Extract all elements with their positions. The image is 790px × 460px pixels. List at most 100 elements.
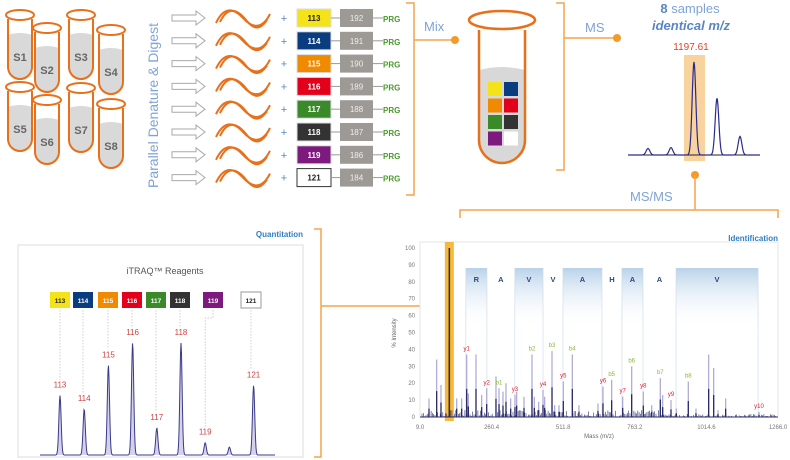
mix-dot bbox=[451, 36, 459, 44]
plus-sign: + bbox=[281, 81, 287, 93]
peak-label: 119 bbox=[199, 428, 212, 437]
leader-line bbox=[204, 310, 214, 427]
reporter-tag-label: 121 bbox=[307, 174, 321, 183]
precursor-highlight bbox=[684, 55, 705, 161]
tube-liquid bbox=[8, 105, 32, 151]
prg-label: PRG bbox=[383, 61, 400, 70]
reagent-key-121 bbox=[240, 291, 262, 309]
reagent-row-114: +114 191 PRG bbox=[171, 31, 400, 52]
peak-label: 114 bbox=[78, 394, 91, 403]
peptide-strand-icon bbox=[219, 101, 268, 120]
sample-label: S2 bbox=[40, 65, 53, 77]
residue-label: R bbox=[474, 275, 480, 284]
reagent-row-118: +118 187 PRG bbox=[171, 122, 400, 143]
tube-body bbox=[34, 32, 60, 93]
reagent-key-114 bbox=[73, 292, 93, 308]
sample-tube-s4: S4 bbox=[96, 24, 126, 95]
sample-tube-s6: S6 bbox=[32, 94, 62, 165]
x-tick-label: 260.4 bbox=[484, 425, 500, 431]
x-tick-label: 9.0 bbox=[416, 425, 425, 431]
y-tick-label: 60 bbox=[408, 314, 415, 320]
peptide-strand-icon bbox=[219, 9, 268, 29]
balance-group-label: 190 bbox=[350, 60, 364, 69]
sample-tube-s5: S5 bbox=[5, 81, 35, 152]
x-tick-label: 763.2 bbox=[627, 425, 643, 431]
tube-rim bbox=[32, 22, 62, 34]
ion-label-b6: b6 bbox=[628, 358, 635, 364]
peak-label: 115 bbox=[102, 350, 115, 359]
reporter-tag-label: 117 bbox=[308, 105, 321, 114]
balance-group-box bbox=[340, 100, 373, 119]
y-tick-label: 100 bbox=[405, 246, 416, 252]
mix-bracket bbox=[406, 2, 455, 196]
balance-group-label: 189 bbox=[350, 82, 364, 91]
prg-label: PRG bbox=[383, 38, 400, 47]
peptide-strand-icon bbox=[219, 32, 268, 52]
ion-label-b3: b3 bbox=[549, 343, 556, 349]
tube-liquid bbox=[35, 118, 59, 164]
reagent-row-117: +117 188 PRG bbox=[171, 99, 400, 120]
plus-sign: + bbox=[281, 36, 287, 48]
sample-tube-s8: S8 bbox=[96, 98, 126, 169]
sample-tube-s7: S7 bbox=[66, 82, 96, 153]
mixed-tag-117 bbox=[488, 115, 502, 129]
reporter-tag-label: 114 bbox=[308, 37, 321, 46]
tube-rim bbox=[5, 9, 35, 21]
peptide-strand-icon bbox=[215, 146, 271, 164]
residue-label: A bbox=[630, 275, 636, 284]
prg-label: PRG bbox=[383, 129, 400, 138]
tube-liquid bbox=[69, 106, 93, 152]
reagent-key-label: 118 bbox=[175, 298, 186, 305]
reporter-spectrum-line bbox=[40, 342, 275, 456]
peptide-strand-icon bbox=[215, 100, 271, 118]
reagent-key-label: 117 bbox=[151, 298, 162, 305]
peptide-strand-icon bbox=[215, 54, 271, 73]
arrow-icon bbox=[171, 55, 206, 72]
ion-label-b8: b8 bbox=[685, 374, 692, 380]
y-tick-label: 40 bbox=[408, 347, 415, 353]
sample-label: S6 bbox=[40, 137, 53, 149]
reagent-row-121: +121 184 PRG bbox=[171, 168, 400, 189]
balance-group-label: 191 bbox=[350, 37, 364, 46]
ion-label-y1: y1 bbox=[464, 346, 471, 352]
y-tick-label: 30 bbox=[408, 364, 415, 370]
y-axis-label: % Intensity bbox=[392, 318, 398, 347]
y-tick-label: 90 bbox=[408, 263, 415, 269]
sample-label: S1 bbox=[13, 52, 26, 64]
mixed-tag-119 bbox=[488, 131, 502, 146]
quantitation-heading: Quantitation bbox=[256, 230, 303, 239]
sample-label: S8 bbox=[104, 141, 117, 153]
ion-label-b1: b1 bbox=[496, 380, 503, 386]
ion-label-y8: y8 bbox=[640, 384, 647, 390]
ms-label: MS bbox=[585, 20, 605, 35]
residue-band bbox=[562, 268, 602, 328]
sample-tubes: S1 S2 S3 S4 S5 S6 S7 S8 bbox=[5, 9, 126, 169]
sample-label: S5 bbox=[13, 124, 26, 136]
prg-label: PRG bbox=[383, 175, 400, 184]
tube-rim bbox=[96, 24, 126, 36]
balance-group-label: 187 bbox=[350, 128, 364, 137]
peak-label: 117 bbox=[150, 413, 163, 422]
mixed-tag-118 bbox=[504, 115, 518, 129]
ion-label-b7: b7 bbox=[657, 370, 664, 376]
ms-title: 8 samples bbox=[660, 1, 720, 16]
plus-sign: + bbox=[281, 59, 287, 71]
tube-liquid bbox=[99, 122, 123, 168]
reagent-key-label: 116 bbox=[127, 298, 138, 305]
reporter-tag-label: 113 bbox=[308, 14, 321, 23]
tube-body bbox=[98, 34, 124, 95]
y-tick-label: 70 bbox=[408, 297, 415, 303]
x-tick-label: 1014.6 bbox=[697, 425, 716, 431]
residue-band bbox=[676, 268, 759, 328]
reagent-row-115: +115 190 PRG bbox=[171, 54, 400, 75]
reagent-key-label: 121 bbox=[246, 298, 257, 305]
reagent-key-label: 119 bbox=[208, 298, 219, 305]
balance-group-label: 186 bbox=[350, 151, 364, 160]
msms-spectrum-chart: 0 10 20 30 40 50 60 70 80 90 100 9.0 260.4 511.8 763.2… bbox=[405, 241, 788, 431]
ion-label-b5: b5 bbox=[608, 372, 615, 378]
balance-group-label: 188 bbox=[350, 105, 364, 114]
tube-rim bbox=[66, 82, 96, 94]
ion-label-y3: y3 bbox=[512, 387, 519, 393]
arrow-icon bbox=[171, 123, 206, 141]
arrow-icon bbox=[171, 169, 206, 186]
